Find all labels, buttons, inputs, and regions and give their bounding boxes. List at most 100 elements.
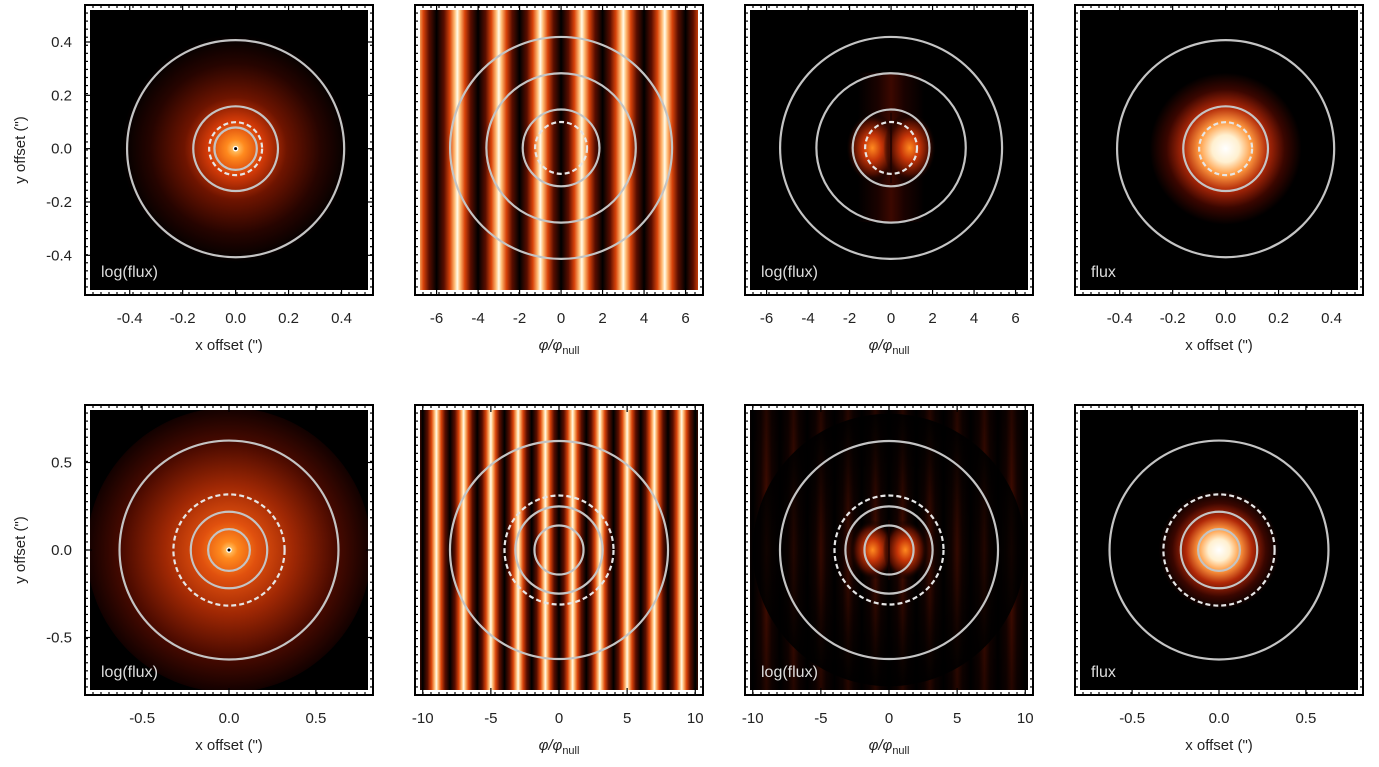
x-tick-label: -5	[484, 710, 497, 727]
aperture-circle	[851, 108, 931, 188]
x-tick-label: -2	[843, 310, 856, 327]
panel-0-3: flux -0.4 -0.2 0.0 0.2 0.4 x offset (")	[1074, 4, 1364, 354]
x-tick-label: -6	[430, 310, 443, 327]
x-tick-label: -10	[412, 710, 434, 727]
y-axis-title: y offset (")	[12, 516, 29, 584]
aperture-circle	[207, 528, 251, 572]
fringe-band	[644, 10, 686, 290]
aperture-circle	[521, 108, 601, 188]
y-tick-label: 0.5	[51, 455, 72, 472]
ticks	[745, 405, 1033, 695]
x-axis-title: x offset (")	[195, 337, 263, 354]
aperture-circle	[125, 39, 346, 259]
aperture-circle	[815, 72, 967, 224]
x-tick-label: -0.2	[1160, 310, 1186, 327]
dashed-circle	[534, 120, 589, 175]
x-tick-label: 0.2	[278, 310, 299, 327]
x-tick-label: -0.2	[170, 310, 196, 327]
x-tick-label: 0.0	[219, 710, 240, 727]
y-tick-label: 0.2	[51, 87, 72, 104]
panel-1-1: -10 -5 0 5 10 φ/φnull	[412, 404, 704, 757]
aperture-circle	[1182, 105, 1270, 193]
dashed-circle	[1198, 121, 1254, 177]
null-lobe-left	[850, 520, 896, 580]
fringe-band	[420, 10, 437, 290]
aperture-circle	[448, 439, 670, 661]
ticks	[1075, 405, 1363, 695]
image-fringes	[420, 10, 698, 290]
x-tick-label: -4	[471, 310, 484, 327]
x-tick-label: 0	[887, 310, 895, 327]
x-tick-label: 0.2	[1268, 310, 1289, 327]
x-tick-label: 4	[640, 310, 648, 327]
x-tick-label: -0.5	[129, 710, 155, 727]
aperture-circle	[192, 105, 280, 193]
y-tick-label: -0.2	[46, 194, 72, 211]
panel-label: log(flux)	[101, 264, 158, 281]
fringe-band	[668, 410, 696, 690]
dashed-circle	[864, 120, 919, 175]
aperture-circle	[778, 35, 1004, 261]
dashed-circle	[833, 494, 945, 606]
fringe-band	[685, 10, 698, 290]
y-tick-label: 0.4	[51, 34, 72, 51]
x-tick-label: 0	[885, 710, 893, 727]
x-axis-title: φ/φnull	[869, 337, 910, 357]
aperture-circle	[118, 439, 340, 661]
aperture-circle	[533, 524, 585, 576]
ticks	[415, 5, 703, 295]
center-dot	[234, 147, 238, 151]
panel-label: log(flux)	[101, 664, 158, 681]
null-lobe-right	[883, 112, 937, 184]
panel-label: flux	[1091, 664, 1116, 681]
aperture-circle	[1115, 39, 1336, 259]
center-dot	[227, 548, 231, 552]
dashed-circle	[172, 493, 286, 607]
aperture-circle	[448, 35, 674, 261]
x-tick-label: 4	[970, 310, 978, 327]
flux-glow	[1149, 72, 1302, 225]
image-psf	[90, 10, 368, 290]
aperture-circle	[213, 126, 258, 171]
x-tick-label: -10	[742, 710, 764, 727]
null-lobe-left	[845, 112, 899, 184]
x-tick-label: -0.4	[117, 310, 143, 327]
fringe-band	[640, 410, 669, 690]
panel-1-2: log(flux) -10 -5 0 5 10 φ/φnull	[742, 404, 1034, 757]
aperture-circle	[514, 505, 604, 595]
ticks	[85, 405, 373, 695]
ticks	[85, 5, 373, 295]
ticks	[415, 405, 703, 695]
x-tick-label: -2	[513, 310, 526, 327]
image-psf	[90, 410, 368, 690]
y-tick-label: -0.4	[46, 247, 72, 264]
fringe-band	[531, 410, 559, 690]
image-flux	[1080, 10, 1358, 290]
x-tick-label: -0.5	[1119, 710, 1145, 727]
x-tick-label: 0	[555, 710, 563, 727]
x-tick-label: 0.0	[1215, 310, 1236, 327]
x-axis-title: φ/φnull	[869, 737, 910, 757]
x-tick-label: 0.5	[1295, 710, 1316, 727]
x-tick-label: -0.4	[1107, 310, 1133, 327]
x-tick-label: 5	[953, 710, 961, 727]
y-tick-label: 0.0	[51, 542, 72, 559]
fringe-band	[613, 410, 641, 690]
dashed-circle	[1162, 493, 1276, 607]
fringe-band	[561, 10, 603, 290]
fringe-band	[449, 410, 478, 690]
image-fringes	[420, 410, 698, 690]
panel-label: log(flux)	[761, 664, 818, 681]
aperture-circle	[1179, 510, 1259, 590]
fringe-band	[504, 410, 532, 690]
x-axis-title: x offset (")	[1185, 737, 1253, 754]
panels: log(flux) -0.4 -0.2 0.0 0.2 0.4 -0.4 -0.2 0.0 0.2…	[12, 4, 1364, 757]
x-axis-title: x offset (")	[1185, 337, 1253, 354]
aperture-circle	[1108, 439, 1330, 661]
panel-0-1: -6 -4 -2 0 2 4 6 φ/φnull	[414, 4, 704, 357]
panel-label: flux	[1091, 264, 1116, 281]
null-line	[890, 112, 893, 184]
fringe-band	[695, 410, 698, 690]
x-tick-label: 0.0	[225, 310, 246, 327]
x-tick-label: 0	[557, 310, 565, 327]
